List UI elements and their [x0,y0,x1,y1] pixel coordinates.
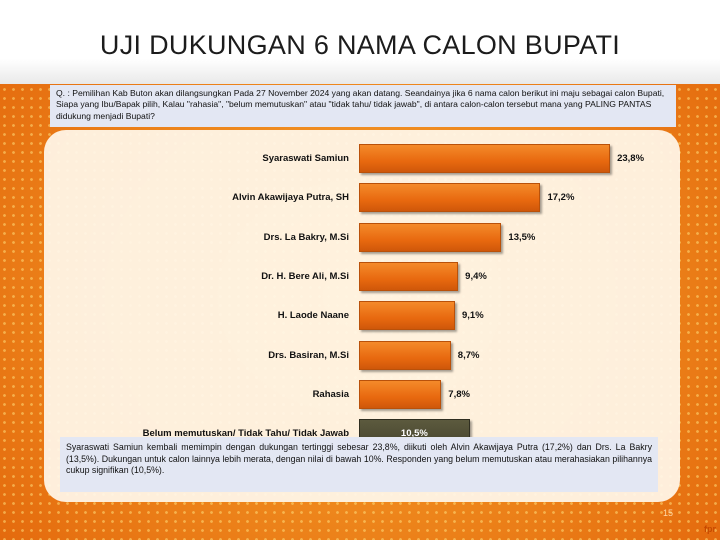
survey-question: Q. : Pemilihan Kab Buton akan dilangsung… [50,85,676,127]
value-label: 8,7% [457,349,480,361]
category-label: Drs. La Bakry, M.Si [263,231,349,243]
slide-title: UJI DUKUNGAN 6 NAMA CALON BUPATI [99,30,621,60]
value-label: 23,8% [617,153,645,164]
category-label: Drs. Basiran, M.Si [268,349,349,361]
summary-text: Syaraswati Samiun kembali memimpin denga… [60,437,658,492]
logo: fpr [704,524,716,534]
category-label: Syaraswati Samiun [262,153,349,164]
value-label: 9,1% [462,310,484,322]
value-label: 17,2% [547,192,575,204]
bar [359,301,455,331]
bar [359,144,611,173]
category-label: Belum memutuskan/ Tidak Tahu/ Tidak Jawa… [142,428,349,440]
value-label: 13,5% [508,231,536,243]
value-label: 9,4% [465,270,487,282]
bar [359,183,541,213]
bar [359,379,442,409]
category-label: Alvin Akawijaya Putra, SH [232,192,349,204]
value-label: 7,8% [448,388,470,400]
title-bar [0,0,720,84]
page-number: 15 [663,508,674,518]
category-label: Rahasia [312,388,349,400]
category-label: H. Laode Naane [277,310,349,322]
bar [359,222,502,252]
bar [359,340,451,370]
bar [359,261,459,291]
value-label: 10,5% [400,428,428,440]
category-label: Dr. H. Bere Ali, M.Si [261,270,349,282]
